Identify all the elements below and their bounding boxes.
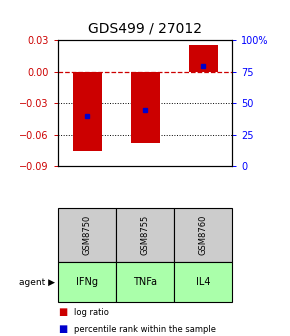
Text: log ratio: log ratio xyxy=(74,308,109,317)
Bar xyxy=(130,72,160,143)
Text: GSM8750: GSM8750 xyxy=(82,215,92,255)
Text: percentile rank within the sample: percentile rank within the sample xyxy=(74,325,216,334)
Text: IFNg: IFNg xyxy=(76,277,98,287)
Text: agent ▶: agent ▶ xyxy=(19,278,55,287)
Text: TNFa: TNFa xyxy=(133,277,157,287)
Text: ■: ■ xyxy=(58,307,67,318)
Text: ■: ■ xyxy=(58,324,67,334)
Text: GSM8760: GSM8760 xyxy=(198,215,208,255)
Text: IL4: IL4 xyxy=(196,277,210,287)
Text: GDS499 / 27012: GDS499 / 27012 xyxy=(88,22,202,36)
Bar xyxy=(72,72,102,151)
Bar xyxy=(188,44,218,72)
Text: GSM8755: GSM8755 xyxy=(140,215,150,255)
